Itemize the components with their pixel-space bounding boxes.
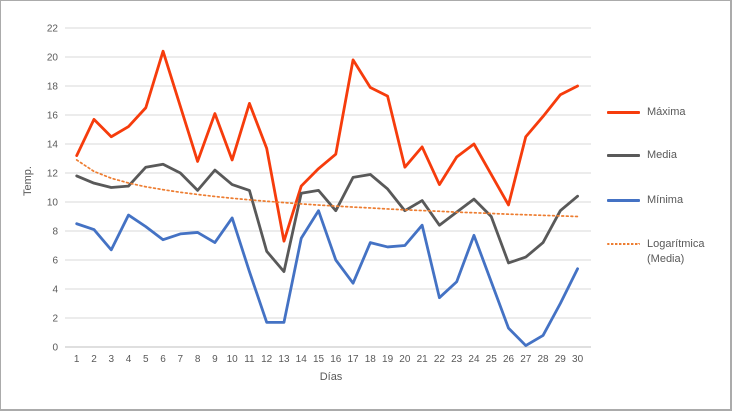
- y-tick-label: 4: [52, 285, 58, 296]
- x-tick-label: 17: [347, 354, 359, 365]
- series-media-line: [75, 162, 579, 274]
- x-tick-label: 16: [330, 354, 342, 365]
- x-tick-label: 24: [468, 354, 480, 365]
- x-tick-label: 6: [160, 354, 166, 365]
- legend-line-minima-icon: [607, 199, 640, 202]
- x-tick-label: 8: [195, 354, 201, 365]
- legend-label-logaritmica-line1: Logarítmica: [647, 238, 705, 250]
- legend-line-maxima-icon: [607, 111, 640, 114]
- legend: Máxima Media Mínima Logarítmica (Media): [607, 1, 730, 409]
- y-tick-label: 0: [52, 343, 58, 354]
- x-tick-label: 7: [178, 354, 184, 365]
- x-tick-label: 5: [143, 354, 149, 365]
- y-tick-label: 20: [47, 53, 59, 64]
- series-logaritmica-line: [75, 159, 579, 218]
- x-tick-label: 13: [278, 354, 290, 365]
- x-tick-label: 14: [296, 354, 308, 365]
- legend-item-media[interactable]: Media: [607, 148, 677, 163]
- x-tick-label: 11: [244, 354, 255, 365]
- x-tick-label: 29: [555, 354, 567, 365]
- x-tick-label: 26: [503, 354, 515, 365]
- legend-item-logaritmica[interactable]: Logarítmica (Media): [607, 237, 704, 267]
- x-tick-label: 30: [572, 354, 584, 365]
- x-axis-title: Días: [319, 371, 343, 383]
- legend-label-minima: Mínima: [647, 194, 684, 206]
- legend-line-logaritmica-icon: [607, 243, 640, 245]
- x-tick-label: 21: [417, 354, 429, 365]
- x-tick-label: 28: [537, 354, 549, 365]
- series-maxima-line: [75, 49, 579, 243]
- x-tick-label: 23: [451, 354, 463, 365]
- x-tick-label: 20: [399, 354, 411, 365]
- legend-line-media-icon: [607, 154, 640, 157]
- x-tick-label: 27: [520, 354, 532, 365]
- y-tick-label: 8: [52, 227, 58, 238]
- x-tick-label: 12: [261, 354, 273, 365]
- legend-label-media: Media: [647, 149, 677, 161]
- legend-label-maxima: Máxima: [647, 106, 686, 118]
- x-tick-label: 1: [74, 354, 80, 365]
- y-tick-label: 6: [52, 256, 58, 267]
- x-tick-label: 15: [313, 354, 325, 365]
- x-tick-label: 2: [91, 354, 97, 365]
- x-tick-label: 25: [486, 354, 498, 365]
- series-minima-line: [75, 209, 579, 347]
- y-tick-label: 18: [47, 82, 59, 93]
- x-tick-label: 3: [108, 354, 114, 365]
- x-tick-label: 22: [434, 354, 446, 365]
- x-tick-label: 18: [365, 354, 377, 365]
- x-tick-label: 10: [227, 354, 239, 365]
- x-axis-ticks: 1 2 3 4 5 6 7 8 9 10 11 12 13 14 15 16 17 18 19 20 21 22 23 24 2…: [74, 354, 584, 365]
- y-tick-label: 16: [47, 111, 59, 122]
- y-tick-label: 22: [47, 24, 59, 35]
- x-tick-label: 9: [212, 354, 218, 365]
- y-tick-label: 10: [47, 198, 59, 209]
- legend-item-maxima[interactable]: Máxima: [607, 105, 686, 120]
- legend-item-minima[interactable]: Mínima: [607, 193, 683, 208]
- x-tick-label: 19: [382, 354, 394, 365]
- y-tick-label: 2: [52, 314, 58, 325]
- y-axis-title: Temp.: [22, 166, 34, 196]
- y-tick-label: 12: [47, 169, 59, 180]
- legend-label-logaritmica-line2: (Media): [647, 253, 685, 265]
- legend-label-logaritmica: Logarítmica (Media): [647, 237, 704, 267]
- y-tick-label: 14: [47, 140, 59, 151]
- x-tick-label: 4: [126, 354, 132, 365]
